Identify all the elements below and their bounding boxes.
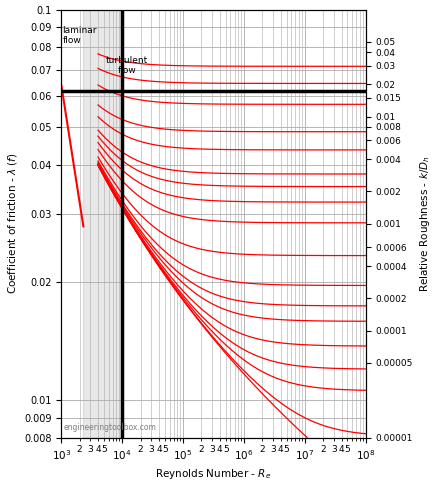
X-axis label: Reynolds Number - $R_e$: Reynolds Number - $R_e$	[155, 468, 272, 482]
Text: engineeringtoolbox.com: engineeringtoolbox.com	[64, 424, 157, 432]
Y-axis label: Relative Roughness - $k/D_h$: Relative Roughness - $k/D_h$	[418, 155, 432, 292]
Text: turbulent
flow: turbulent flow	[106, 56, 148, 75]
Bar	[83, 10, 122, 438]
Y-axis label: Coefficient of friction - $\lambda$ ($f$): Coefficient of friction - $\lambda$ ($f$…	[6, 153, 18, 294]
Text: laminar
flow: laminar flow	[63, 25, 97, 45]
